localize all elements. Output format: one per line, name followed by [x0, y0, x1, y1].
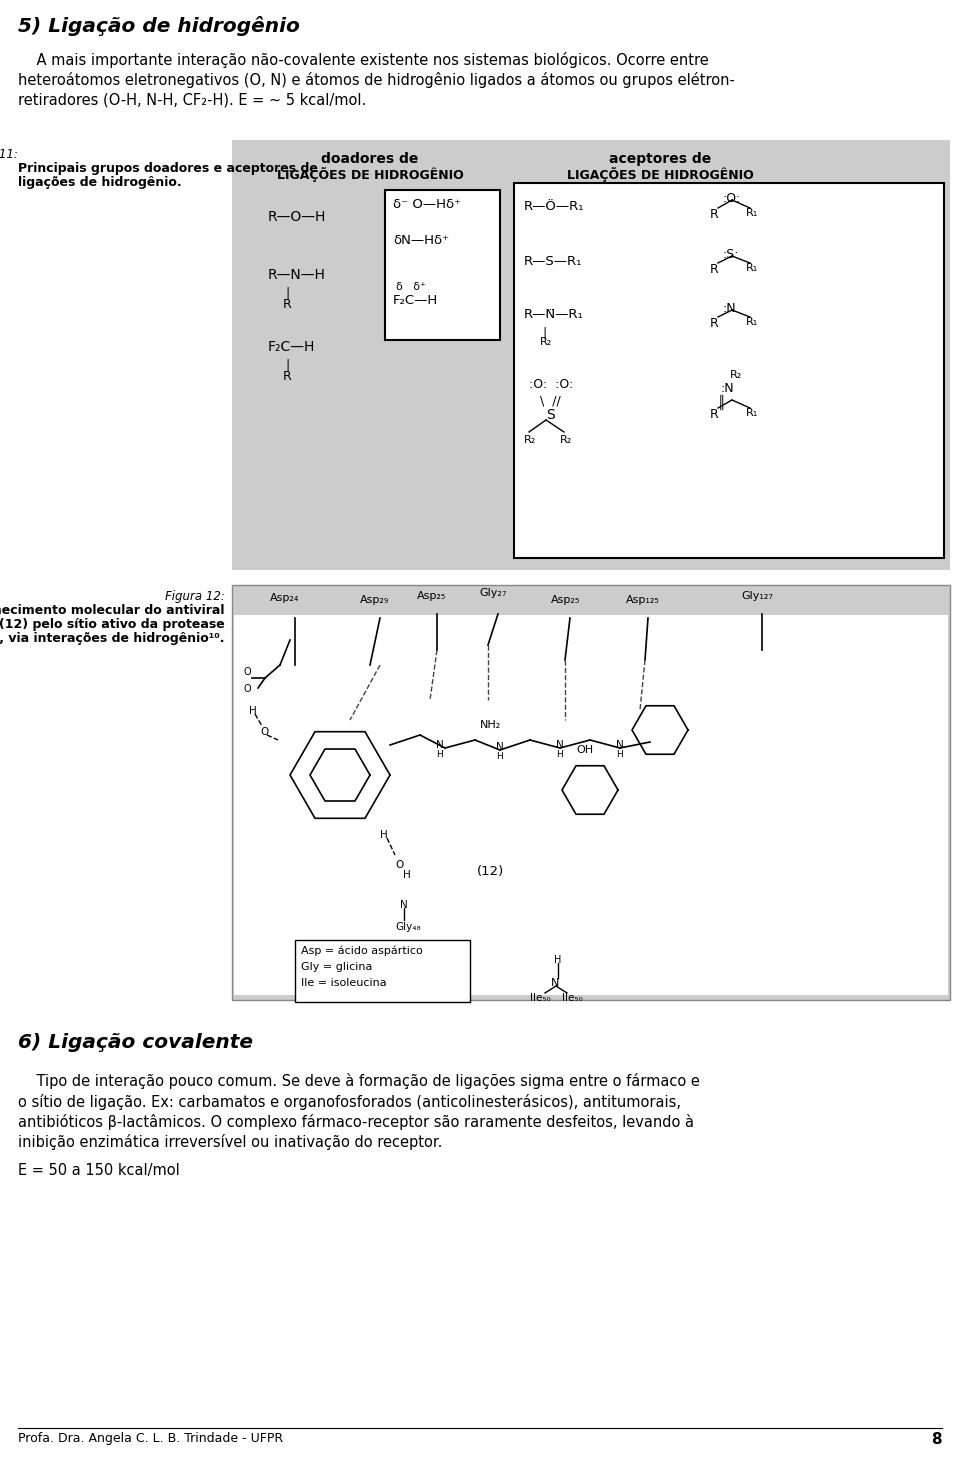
Text: R: R	[710, 408, 719, 421]
Text: Gly₂₇: Gly₂₇	[479, 588, 507, 598]
Text: R₁: R₁	[746, 316, 758, 327]
Text: heteroátomos eletronegativos (O, N) e átomos de hidrogênio ligados a átomos ou g: heteroátomos eletronegativos (O, N) e át…	[18, 71, 734, 87]
Text: saquinavir (12) pelo sítio ativo da protease: saquinavir (12) pelo sítio ativo da prot…	[0, 618, 225, 631]
Text: Principais grupos doadores e aceptores de: Principais grupos doadores e aceptores d…	[18, 162, 318, 175]
Text: Ile₅₀: Ile₅₀	[562, 993, 583, 1003]
Text: \  //: \ //	[536, 394, 561, 407]
Text: N: N	[400, 900, 408, 910]
Text: N: N	[556, 741, 564, 749]
Text: H: H	[616, 749, 623, 760]
Text: ligações de hidrogênio.: ligações de hidrogênio.	[18, 176, 181, 190]
Bar	[232, 140, 950, 570]
Text: aceptores de: aceptores de	[609, 152, 711, 166]
Text: H: H	[249, 706, 256, 716]
Text: LIGAÇÕES DE HIDROGÊNIO: LIGAÇÕES DE HIDROGÊNIO	[566, 168, 754, 182]
Text: Asp₂₉: Asp₂₉	[360, 595, 390, 605]
Text: (12): (12)	[476, 865, 504, 878]
Text: R: R	[710, 208, 719, 222]
Text: A mais importante interação não-covalente existente nos sistemas biológicos. Oco: A mais importante interação não-covalent…	[18, 52, 708, 69]
Text: LIGAÇÕES DE HIDROGÊNIO: LIGAÇÕES DE HIDROGÊNIO	[276, 168, 464, 182]
Bar	[385, 190, 500, 340]
Text: ║: ║	[718, 395, 726, 411]
Text: F₂C—H: F₂C—H	[393, 295, 439, 308]
Text: o sítio de ligação. Ex: carbamatos e organofosforados (anticolinesterásicos), an: o sítio de ligação. Ex: carbamatos e org…	[18, 1094, 681, 1110]
Text: Asp₁₂₅: Asp₁₂₅	[626, 595, 660, 605]
Text: R₂: R₂	[540, 337, 552, 347]
Text: :O:: :O:	[722, 192, 740, 206]
Text: NH₂: NH₂	[480, 720, 501, 730]
Text: N: N	[551, 978, 560, 989]
Text: 6) Ligação covalente: 6) Ligação covalente	[18, 1034, 253, 1053]
Bar	[232, 585, 950, 1000]
Bar	[234, 615, 948, 994]
Text: Ile = isoleucina: Ile = isoleucina	[301, 978, 387, 989]
Text: Ile₅₀: Ile₅₀	[530, 993, 551, 1003]
Text: antibióticos β-lactâmicos. O complexo fármaco-receptor são raramente desfeitos, : antibióticos β-lactâmicos. O complexo fá…	[18, 1114, 694, 1130]
Text: δN—Hδ⁺: δN—Hδ⁺	[393, 233, 449, 246]
Text: 8: 8	[931, 1432, 942, 1446]
Text: N: N	[616, 741, 624, 749]
Text: R₂: R₂	[524, 434, 537, 445]
Text: Reconhecimento molecular do antiviral: Reconhecimento molecular do antiviral	[0, 604, 225, 617]
Text: Asp₂₅: Asp₂₅	[551, 595, 581, 605]
Text: do HIV-1, via interações de hidrogênio¹⁰.: do HIV-1, via interações de hidrogênio¹⁰…	[0, 631, 225, 644]
Text: Gly = glicina: Gly = glicina	[301, 962, 372, 972]
Text: Tipo de interação pouco comum. Se deve à formação de ligações sigma entre o fárm: Tipo de interação pouco comum. Se deve à…	[18, 1073, 700, 1089]
Text: Figura 11:: Figura 11:	[0, 149, 18, 160]
Text: H: H	[496, 752, 503, 761]
Text: 5) Ligação de hidrogênio: 5) Ligação de hidrogênio	[18, 16, 300, 36]
Text: Gly₁₂₇: Gly₁₂₇	[741, 590, 773, 601]
Text: R: R	[283, 370, 292, 383]
Text: R₁: R₁	[746, 408, 758, 418]
Text: Asp₂₅: Asp₂₅	[418, 590, 446, 601]
Text: R—O—H: R—O—H	[268, 210, 326, 225]
Text: N: N	[436, 741, 444, 749]
Text: H: H	[554, 955, 562, 965]
Text: inibição enzimática irreversível ou inativação do receptor.: inibição enzimática irreversível ou inat…	[18, 1134, 443, 1150]
Text: R—Ö—R₁: R—Ö—R₁	[524, 200, 585, 213]
Text: Figura 12:: Figura 12:	[165, 590, 225, 604]
Text: H: H	[403, 870, 411, 881]
Text: F₂C—H: F₂C—H	[268, 340, 316, 354]
Text: O: O	[260, 728, 268, 736]
Text: H: H	[436, 749, 443, 760]
Text: S: S	[546, 408, 555, 421]
Text: H: H	[556, 749, 563, 760]
Text: H: H	[380, 830, 388, 840]
Text: Asp₂₄: Asp₂₄	[271, 593, 300, 604]
Text: |: |	[285, 359, 289, 370]
Text: R—N—H: R—N—H	[268, 268, 325, 281]
Text: R—S̈—R₁: R—S̈—R₁	[524, 255, 583, 268]
Text: :N: :N	[722, 302, 735, 315]
Text: :O:  :O:: :O: :O:	[529, 378, 573, 391]
Text: R₂: R₂	[560, 434, 572, 445]
Text: R₂: R₂	[730, 370, 742, 381]
Text: δ⁻ O—Hδ⁺: δ⁻ O—Hδ⁺	[393, 198, 461, 211]
Text: R₁: R₁	[746, 262, 758, 273]
Text: OH: OH	[576, 745, 593, 755]
Text: :S:: :S:	[722, 248, 738, 261]
Bar	[295, 940, 470, 1002]
Text: R: R	[283, 297, 292, 311]
Text: O: O	[244, 666, 252, 677]
Text: Asp = ácido aspártico: Asp = ácido aspártico	[301, 945, 422, 955]
Text: doadores de: doadores de	[322, 152, 419, 166]
Text: R—N̈—R₁: R—N̈—R₁	[524, 308, 584, 321]
Text: R: R	[710, 316, 719, 330]
Text: R₁: R₁	[746, 208, 758, 219]
Text: R: R	[710, 262, 719, 276]
Text: :N: :N	[720, 382, 733, 395]
Text: Profa. Dra. Angela C. L. B. Trindade - UFPR: Profa. Dra. Angela C. L. B. Trindade - U…	[18, 1432, 283, 1445]
Text: retiradores (O-H, N-H, CF₂-H). E = ~ 5 kcal/mol.: retiradores (O-H, N-H, CF₂-H). E = ~ 5 k…	[18, 92, 367, 106]
Text: E = 50 a 150 kcal/mol: E = 50 a 150 kcal/mol	[18, 1163, 180, 1178]
Text: δ   δ⁺: δ δ⁺	[396, 281, 426, 292]
Text: N: N	[496, 742, 504, 752]
Text: |: |	[542, 327, 546, 340]
Text: O: O	[244, 684, 252, 694]
Text: |: |	[285, 286, 289, 299]
Text: O: O	[395, 860, 403, 870]
Bar	[514, 184, 944, 558]
Text: Gly₄₈: Gly₄₈	[395, 921, 420, 932]
